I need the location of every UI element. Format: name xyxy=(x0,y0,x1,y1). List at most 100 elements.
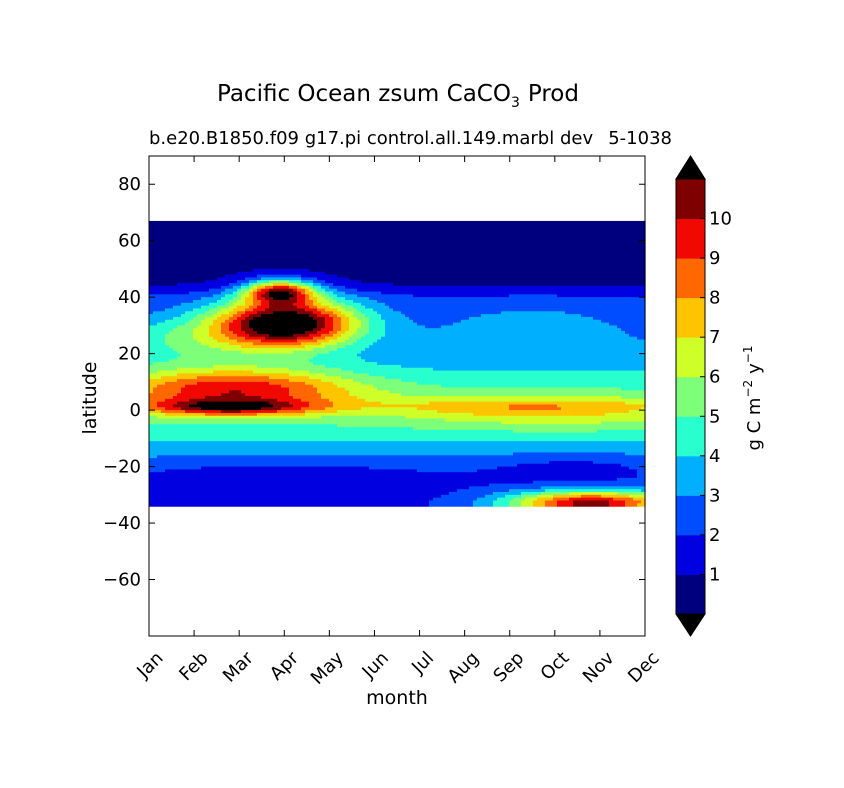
heatmap-cell xyxy=(157,308,162,312)
heatmap-cell xyxy=(317,232,322,236)
heatmap-cell xyxy=(353,314,358,318)
heatmap-cell xyxy=(533,271,538,276)
heatmap-cell xyxy=(517,305,522,310)
heatmap-cell xyxy=(537,322,542,327)
heatmap-cell xyxy=(413,314,418,318)
heatmap-cell xyxy=(305,316,310,321)
heatmap-cell xyxy=(209,288,214,293)
heatmap-cell xyxy=(329,325,334,329)
heatmap-cell xyxy=(377,291,382,295)
heatmap-cell xyxy=(397,300,402,304)
heatmap-cell xyxy=(461,274,466,279)
heatmap-cell xyxy=(561,252,566,256)
heatmap-cell xyxy=(253,252,258,256)
heatmap-cell xyxy=(637,263,642,267)
heatmap-cell xyxy=(377,266,382,270)
heatmap-cell xyxy=(169,263,174,267)
heatmap-cell xyxy=(397,297,402,301)
heatmap-cell xyxy=(561,277,566,281)
heatmap-cell xyxy=(185,266,190,270)
heatmap-cell xyxy=(369,331,374,335)
heatmap-cell xyxy=(405,226,410,231)
heatmap-cell xyxy=(493,232,498,236)
heatmap-cell xyxy=(197,271,202,276)
heatmap-cell xyxy=(233,266,238,270)
heatmap-cell xyxy=(397,314,402,318)
heatmap-cell xyxy=(389,280,394,284)
heatmap-cell xyxy=(317,260,322,264)
heatmap-cell xyxy=(245,223,250,228)
heatmap-cell xyxy=(341,302,346,307)
heatmap-cell xyxy=(549,280,554,284)
heatmap-cell xyxy=(253,254,258,259)
heatmap-cell xyxy=(213,237,218,242)
heatmap-cell xyxy=(297,297,302,301)
heatmap-cell xyxy=(589,240,594,245)
heatmap-cell xyxy=(417,314,422,318)
heatmap-cell xyxy=(369,223,374,228)
heatmap-cell xyxy=(581,246,586,250)
heatmap-cell xyxy=(229,237,234,242)
heatmap-cell xyxy=(385,311,390,315)
heatmap-cell xyxy=(169,302,174,307)
heatmap-cell xyxy=(589,246,594,250)
heatmap-cell xyxy=(245,316,250,321)
heatmap-cell xyxy=(325,311,330,315)
heatmap-cell xyxy=(401,308,406,312)
heatmap-cell xyxy=(185,333,190,338)
heatmap-cell xyxy=(241,240,246,245)
heatmap-cell xyxy=(313,325,318,329)
heatmap-cell xyxy=(617,316,622,321)
heatmap-cell xyxy=(281,254,286,259)
heatmap-cell xyxy=(229,319,234,324)
heatmap-cell xyxy=(461,246,466,250)
heatmap-cell xyxy=(261,268,266,273)
heatmap-cell xyxy=(213,268,218,273)
heatmap-cell xyxy=(289,268,294,273)
heatmap-cell xyxy=(573,257,578,262)
heatmap-cell xyxy=(409,223,414,228)
heatmap-cell xyxy=(173,232,178,236)
heatmap-cell xyxy=(209,266,214,270)
heatmap-cell xyxy=(245,243,250,247)
heatmap-cell xyxy=(421,229,426,233)
heatmap-cell xyxy=(409,283,414,287)
heatmap-cell xyxy=(549,283,554,287)
heatmap-cell xyxy=(533,283,538,287)
heatmap-cell xyxy=(621,300,626,304)
heatmap-cell xyxy=(553,280,558,284)
heatmap-cell xyxy=(489,237,494,242)
heatmap-cell xyxy=(377,319,382,324)
heatmap-cell xyxy=(337,249,342,253)
heatmap-cell xyxy=(149,257,154,262)
heatmap-cell xyxy=(633,288,638,293)
heatmap-cell xyxy=(257,311,262,315)
heatmap-cell xyxy=(201,277,206,281)
heatmap-cell xyxy=(453,226,458,231)
heatmap-cell xyxy=(585,280,590,284)
heatmap-cell xyxy=(509,291,514,295)
heatmap-cell xyxy=(221,308,226,312)
heatmap-cell xyxy=(149,305,154,310)
heatmap-cell xyxy=(161,263,166,267)
heatmap-cell xyxy=(185,268,190,273)
heatmap-cell xyxy=(209,235,214,239)
heatmap-cell xyxy=(361,316,366,321)
heatmap-cell xyxy=(457,271,462,276)
heatmap-cell xyxy=(513,220,518,225)
heatmap-cell xyxy=(525,316,530,321)
heatmap-cell xyxy=(529,280,534,284)
heatmap-cell xyxy=(161,308,166,312)
heatmap-cell xyxy=(229,257,234,262)
heatmap-cell xyxy=(581,237,586,242)
heatmap-cell xyxy=(193,291,198,295)
heatmap-cell xyxy=(549,246,554,250)
heatmap-cell xyxy=(301,232,306,236)
heatmap-cell xyxy=(473,220,478,225)
heatmap-cell xyxy=(477,263,482,267)
heatmap-cell xyxy=(193,246,198,250)
heatmap-cell xyxy=(605,297,610,301)
heatmap-cell xyxy=(413,319,418,324)
heatmap-cell xyxy=(209,268,214,273)
heatmap-cell xyxy=(273,297,278,301)
